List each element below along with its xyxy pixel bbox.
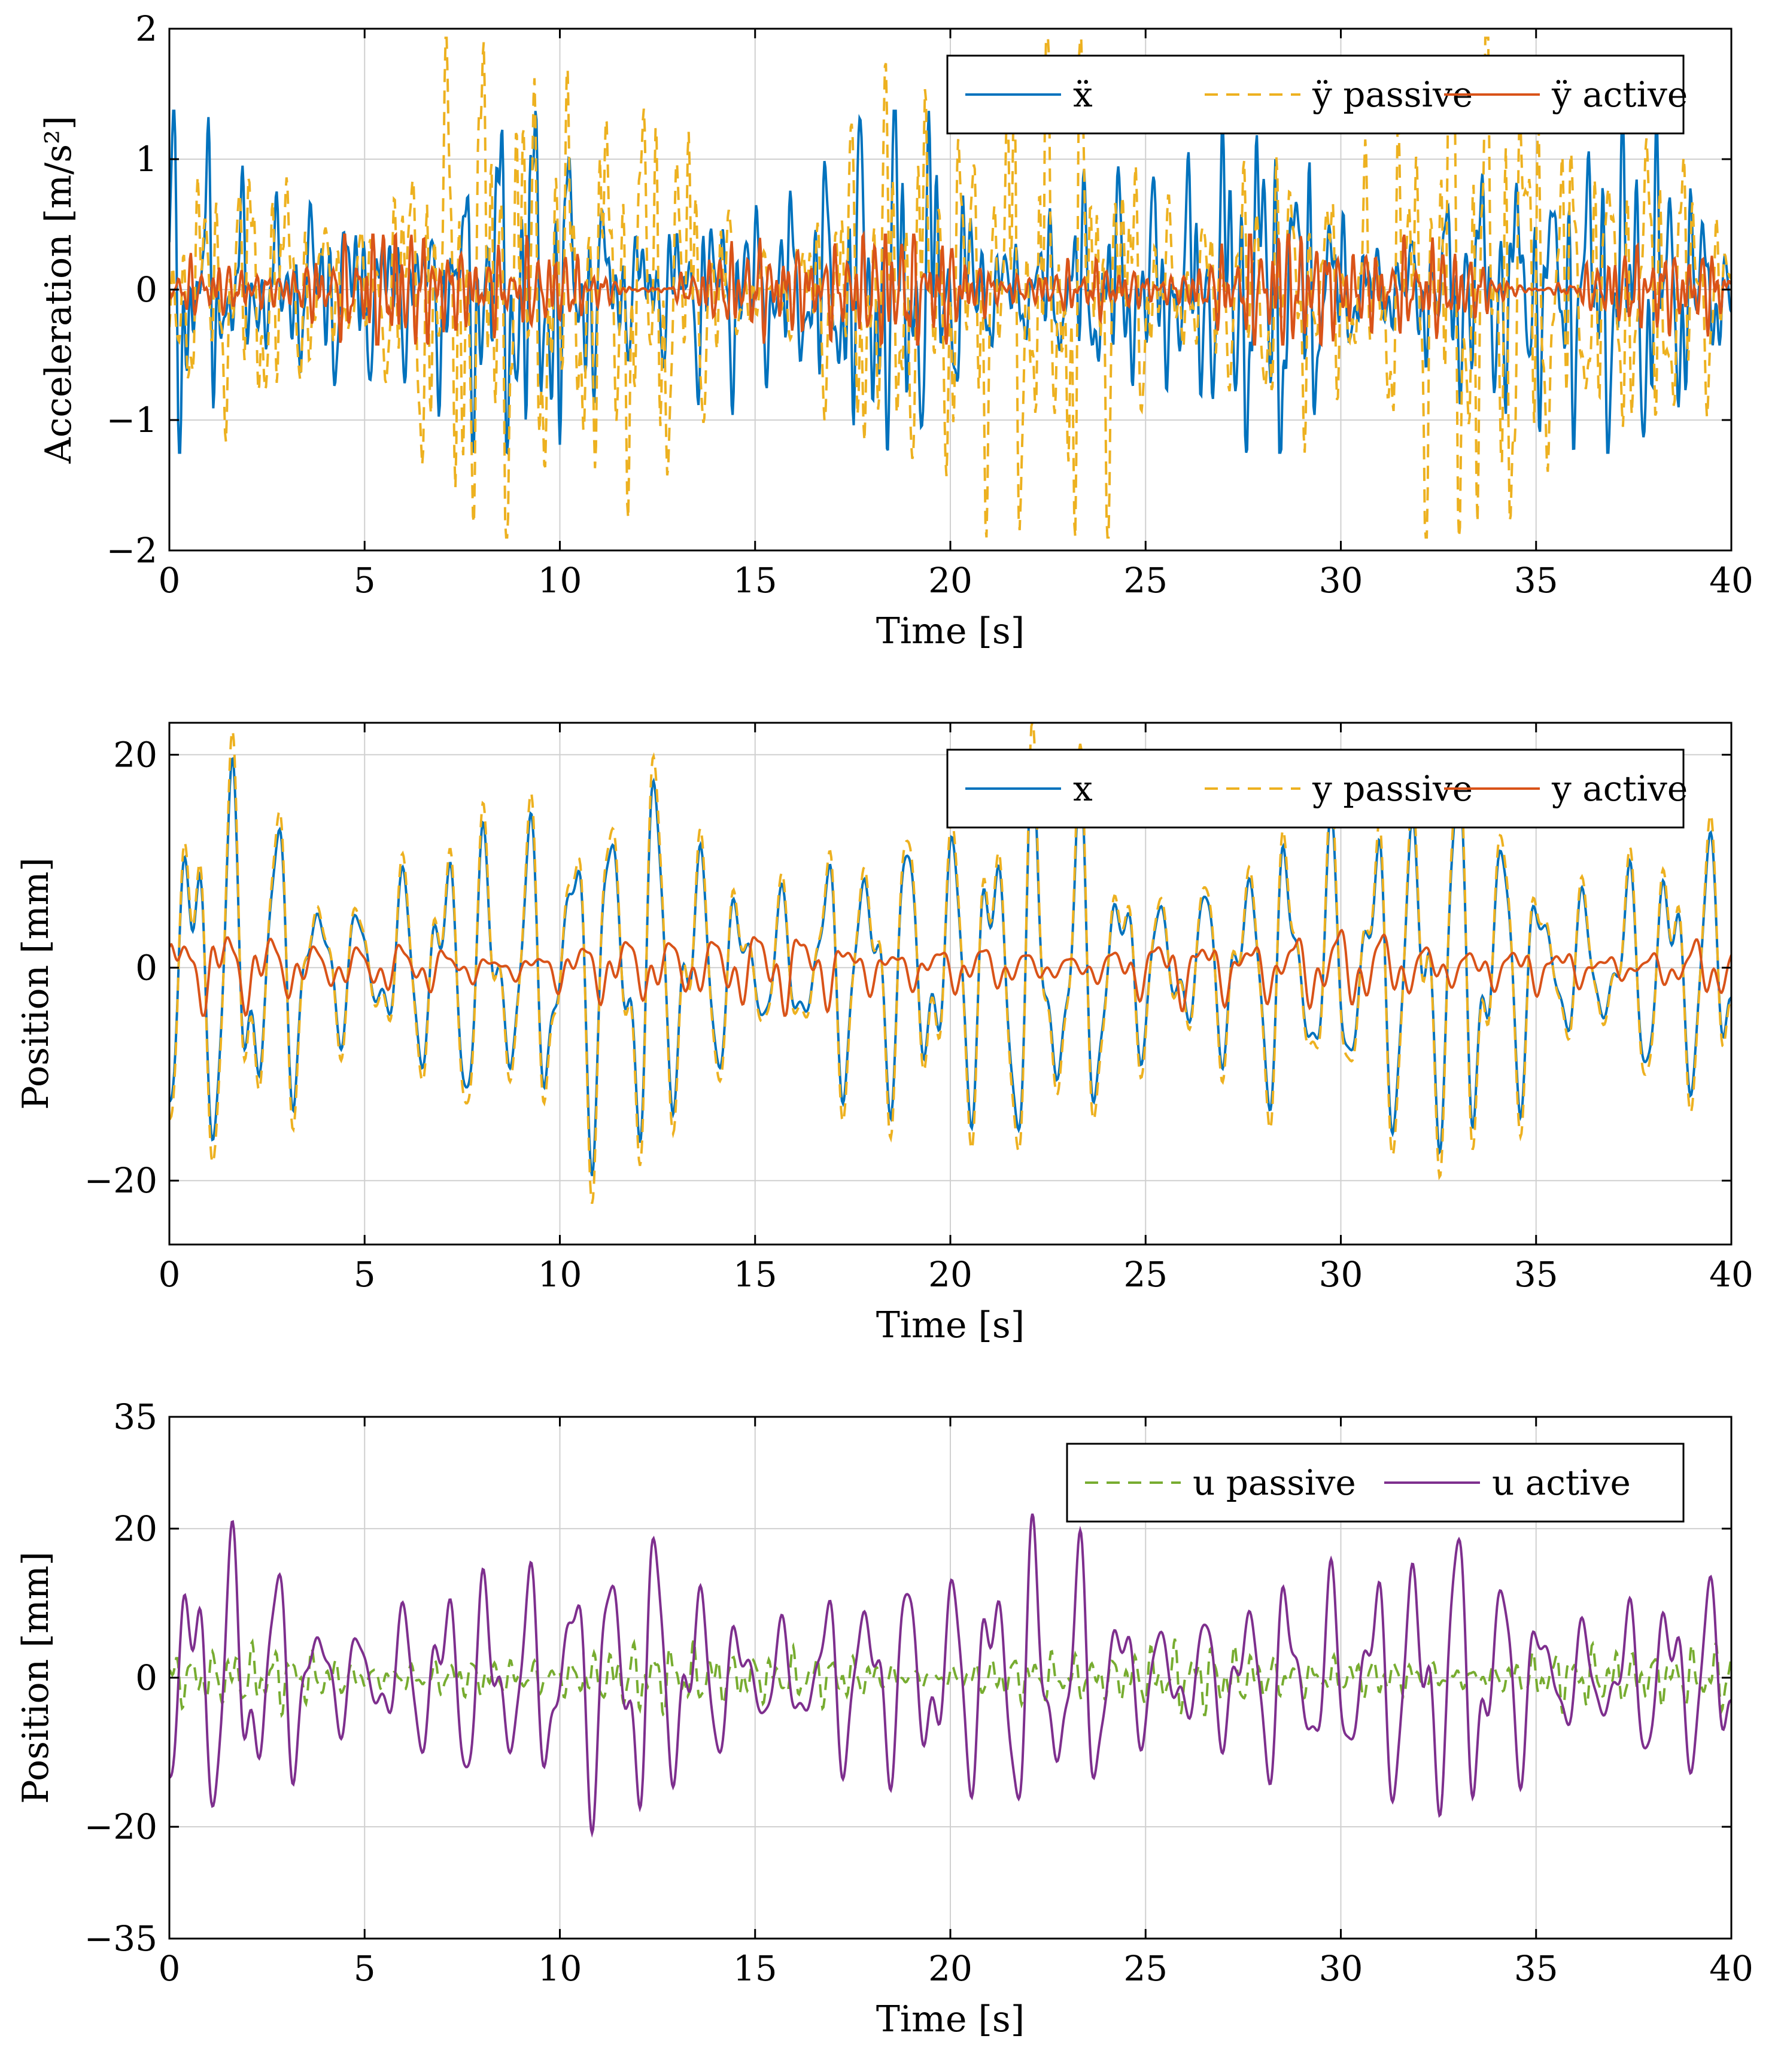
x-tick-label: 10 xyxy=(538,1948,582,1989)
y-tick-label: −35 xyxy=(84,1918,157,1959)
legend-box xyxy=(946,749,1685,829)
y-tick-label: 0 xyxy=(135,269,157,310)
x-tick-label: 30 xyxy=(1319,1254,1363,1295)
y-tick-label: −20 xyxy=(84,1160,157,1201)
legend-label: u passive xyxy=(1193,1462,1356,1503)
y-axis-label: Position [mm] xyxy=(15,1551,57,1804)
y-tick-label: −2 xyxy=(107,530,158,571)
y-tick-label: 0 xyxy=(135,1657,157,1698)
x-tick-label: 25 xyxy=(1123,560,1168,601)
x-tick-label: 20 xyxy=(928,1254,972,1295)
x-tick-label: 0 xyxy=(159,560,181,601)
chart-panel-1: 0 5 10 15 20 25 30 35 40 −2 −1 0 1 2 Time [s] Accelerat… xyxy=(38,8,1753,652)
x-tick-label: 40 xyxy=(1709,1254,1753,1295)
x-tick-label: 30 xyxy=(1319,560,1363,601)
y-tick-label: 2 xyxy=(135,8,157,49)
y-tick-label: 35 xyxy=(113,1396,157,1437)
x-tick-label: 30 xyxy=(1319,1948,1363,1989)
x-axis-label: Time [s] xyxy=(876,1304,1025,1346)
y-axis-label: Acceleration [m/s²] xyxy=(38,115,80,464)
legend: u passive u active xyxy=(1066,1443,1685,1523)
legend-label: ẍ xyxy=(1073,74,1093,115)
x-tick-label: 20 xyxy=(928,1948,972,1989)
series-line-3 xyxy=(169,230,1731,348)
y-tick-label: −20 xyxy=(84,1806,157,1847)
series-line-2 xyxy=(169,1513,1731,1838)
x-tick-label: 5 xyxy=(354,1948,376,1989)
x-tick-label: 25 xyxy=(1123,1254,1168,1295)
legend-label: y active xyxy=(1551,768,1688,809)
x-tick-label: 15 xyxy=(733,560,777,601)
legend-label: ÿ active xyxy=(1551,74,1688,115)
y-tick-label: 1 xyxy=(135,139,157,179)
x-tick-label: 15 xyxy=(733,1948,777,1989)
x-tick-label: 10 xyxy=(538,560,582,601)
chart-panel-2: 0 5 10 15 20 25 30 35 40 −20 0 20 Time [s] Position [… xyxy=(15,722,1753,1346)
x-tick-label: 15 xyxy=(733,1254,777,1295)
x-tick-label: 40 xyxy=(1709,1948,1753,1989)
x-tick-label: 10 xyxy=(538,1254,582,1295)
y-tick-label: 20 xyxy=(113,734,157,775)
x-tick-label: 40 xyxy=(1709,560,1753,601)
y-axis-label: Position [mm] xyxy=(15,857,57,1110)
x-tick-label: 35 xyxy=(1514,1948,1558,1989)
x-axis-label: Time [s] xyxy=(876,1998,1025,2040)
legend-label: u active xyxy=(1492,1462,1631,1503)
x-tick-label: 5 xyxy=(354,560,376,601)
x-tick-label: 0 xyxy=(159,1948,181,1989)
y-tick-label: −1 xyxy=(107,400,158,440)
x-tick-label: 5 xyxy=(354,1254,376,1295)
y-tick-label: 20 xyxy=(113,1508,157,1549)
x-axis-label: Time [s] xyxy=(876,610,1025,652)
legend-box xyxy=(946,54,1685,135)
x-tick-label: 25 xyxy=(1123,1948,1168,1989)
x-tick-label: 35 xyxy=(1514,1254,1558,1295)
chart-panel-3: 0 5 10 15 20 25 30 35 40 −35 −20 0 20 35 Time [s] Posit… xyxy=(15,1396,1753,2040)
legend-label: x xyxy=(1073,768,1093,809)
legend-box xyxy=(1066,1443,1685,1523)
x-tick-label: 20 xyxy=(928,560,972,601)
x-tick-label: 0 xyxy=(159,1254,181,1295)
x-tick-label: 35 xyxy=(1514,560,1558,601)
y-tick-label: 0 xyxy=(135,947,157,988)
series-line-3 xyxy=(169,929,1731,1017)
series-line-2 xyxy=(169,36,1731,539)
